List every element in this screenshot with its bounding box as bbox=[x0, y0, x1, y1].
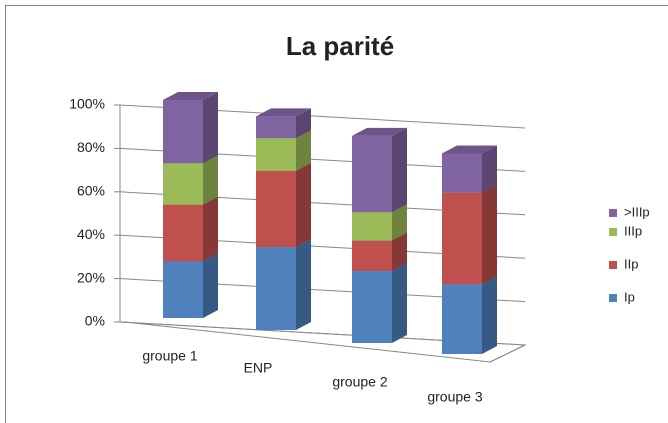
y-tick-label: 20% bbox=[77, 269, 105, 285]
bar-segment bbox=[256, 239, 311, 330]
bar-side bbox=[392, 127, 407, 213]
bar-side bbox=[203, 196, 218, 262]
legend-label: >IIIp bbox=[624, 204, 650, 219]
bar-segment bbox=[442, 145, 497, 193]
bar-front bbox=[352, 271, 392, 343]
legend-label: IIIp bbox=[624, 223, 642, 238]
bar-segment bbox=[442, 276, 497, 354]
bar-segment bbox=[256, 108, 311, 139]
floor-front-edge bbox=[489, 344, 526, 363]
bar-front bbox=[442, 192, 482, 285]
bar-segment bbox=[163, 196, 218, 262]
bar-front bbox=[163, 261, 203, 318]
legend-label: IIp bbox=[624, 256, 638, 271]
bar-side bbox=[296, 108, 311, 139]
x-tick-label: ENP bbox=[244, 360, 273, 376]
legend-swatch bbox=[609, 294, 617, 302]
bar-side bbox=[392, 204, 407, 241]
bar-side bbox=[296, 239, 311, 330]
bar-segment bbox=[352, 263, 407, 343]
x-tick-label: groupe 2 bbox=[332, 374, 387, 390]
bar-front bbox=[163, 204, 203, 262]
bar-top bbox=[442, 145, 497, 154]
bar-side bbox=[482, 184, 497, 285]
bar-front bbox=[256, 138, 296, 171]
legend-swatch bbox=[609, 209, 617, 217]
bar-front bbox=[352, 212, 392, 241]
y-tick-label: 100% bbox=[69, 96, 105, 112]
legend-label: Ip bbox=[624, 289, 635, 304]
bar-front bbox=[256, 170, 296, 248]
y-tick-label: 0% bbox=[85, 313, 105, 329]
bar-side bbox=[482, 145, 497, 193]
bar-top bbox=[352, 127, 407, 136]
chart-border bbox=[5, 5, 668, 423]
bar-side bbox=[392, 263, 407, 343]
bar-side bbox=[296, 162, 311, 248]
bar-side bbox=[392, 232, 407, 272]
x-tick-label: groupe 1 bbox=[142, 348, 197, 364]
bar-segment bbox=[163, 92, 218, 164]
bar-side bbox=[482, 276, 497, 354]
bar-side bbox=[203, 92, 218, 164]
bar-segment bbox=[352, 127, 407, 213]
bar-top bbox=[163, 92, 218, 100]
bar-front bbox=[256, 116, 296, 139]
bar-front bbox=[256, 247, 296, 330]
chart-title: La parité bbox=[286, 31, 394, 61]
y-tick-label: 40% bbox=[77, 226, 105, 242]
y-tick-label: 80% bbox=[77, 139, 105, 155]
bar-front bbox=[163, 100, 203, 164]
bar-segment bbox=[256, 162, 311, 248]
legend-swatch bbox=[609, 228, 617, 236]
bar-side bbox=[203, 155, 218, 205]
bar-front bbox=[352, 240, 392, 272]
y-tick-label: 60% bbox=[77, 183, 105, 199]
bar-top bbox=[256, 108, 311, 117]
bar-front bbox=[442, 284, 482, 354]
bar-segment bbox=[163, 253, 218, 318]
bar-side bbox=[203, 253, 218, 318]
legend-swatch bbox=[609, 261, 617, 269]
bar-side bbox=[296, 130, 311, 171]
bar-front bbox=[352, 135, 392, 213]
bar-segment bbox=[442, 184, 497, 285]
bar-front bbox=[163, 163, 203, 205]
x-tick-label: groupe 3 bbox=[427, 389, 482, 405]
bar-front bbox=[442, 153, 482, 193]
